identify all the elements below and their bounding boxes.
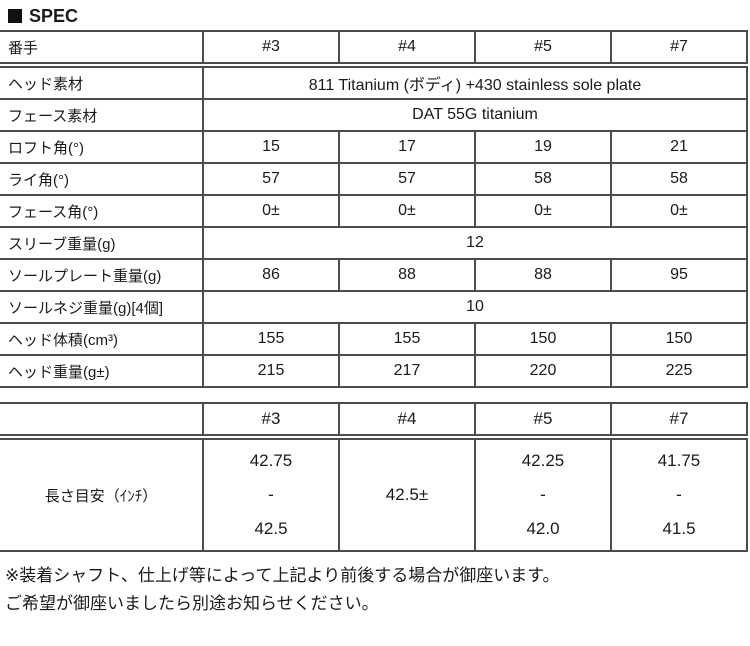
row-label-club-number: 番手 bbox=[0, 30, 204, 68]
value-cell: 150 bbox=[610, 322, 748, 356]
value-cell: 57 bbox=[338, 162, 476, 196]
value-cell: 21 bbox=[610, 130, 748, 164]
footer-notes: ※装着シャフト、仕上げ等によって上記より前後する場合が御座います。 ご希望が御座… bbox=[5, 562, 750, 618]
row-label: ロフト角(°) bbox=[0, 130, 204, 164]
spec-row-head-volume: ヘッド体積(cm³) 155 155 150 150 bbox=[0, 322, 748, 356]
value-cell: 155 bbox=[202, 322, 340, 356]
span-value-cell: 12 bbox=[202, 226, 748, 260]
length-value-cell: 42.75 - 42.5 bbox=[202, 436, 340, 552]
header-cell: #5 bbox=[474, 402, 612, 440]
value-cell: 58 bbox=[610, 162, 748, 196]
value-cell: 86 bbox=[202, 258, 340, 292]
length-line: - bbox=[540, 485, 546, 504]
row-label: ヘッド体積(cm³) bbox=[0, 322, 204, 356]
note-line: ※装着シャフト、仕上げ等によって上記より前後する場合が御座います。 bbox=[5, 566, 560, 585]
value-cell: 0± bbox=[338, 194, 476, 228]
row-label: ヘッド重量(g±) bbox=[0, 354, 204, 388]
row-label: フェース角(°) bbox=[0, 194, 204, 228]
header-cell: #4 bbox=[338, 402, 476, 440]
length-line: 42.25 bbox=[521, 451, 565, 470]
length-line: 42.0 bbox=[526, 519, 560, 538]
length-table: #3 #4 #5 #7 長さ目安（ｲﾝﾁ） 42.75 - 42.5 42.5± bbox=[0, 402, 748, 552]
header-cell: #7 bbox=[610, 402, 748, 440]
header-cell: #7 bbox=[610, 30, 748, 68]
spec-row-head-material: ヘッド素材 811 Titanium (ボディ) +430 stainless … bbox=[0, 64, 748, 100]
black-square-icon bbox=[8, 9, 22, 23]
length-line: 42.75 bbox=[249, 451, 293, 470]
length-line: 42.5± bbox=[385, 485, 429, 504]
spec-row-sole-screw-weight: ソールネジ重量(g)[4個] 10 bbox=[0, 290, 748, 324]
length-line: 41.75 bbox=[657, 451, 701, 470]
length-value-cell: 42.5± bbox=[338, 436, 476, 552]
note-line: ご希望が御座いましたら別途お知らせください。 bbox=[5, 594, 379, 613]
length-value-cell: 42.25 - 42.0 bbox=[474, 436, 612, 552]
spec-row-sleeve-weight: スリーブ重量(g) 12 bbox=[0, 226, 748, 260]
row-label-length: 長さ目安（ｲﾝﾁ） bbox=[0, 436, 204, 552]
empty-header-cell bbox=[0, 402, 204, 440]
spec-row-lie: ライ角(°) 57 57 58 58 bbox=[0, 162, 748, 196]
length-header-row: #3 #4 #5 #7 bbox=[0, 402, 748, 440]
value-cell: 88 bbox=[338, 258, 476, 292]
value-cell: 225 bbox=[610, 354, 748, 388]
row-label: ヘッド素材 bbox=[0, 64, 204, 100]
length-value-cell: 41.75 - 41.5 bbox=[610, 436, 748, 552]
length-line: - bbox=[676, 485, 682, 504]
section-title-label: SPEC bbox=[29, 5, 79, 26]
value-cell: 217 bbox=[338, 354, 476, 388]
span-value-cell: 811 Titanium (ボディ) +430 stainless sole p… bbox=[202, 64, 748, 100]
span-value-cell: DAT 55G titanium bbox=[202, 98, 748, 132]
row-label: ソールネジ重量(g)[4個] bbox=[0, 290, 204, 324]
row-label: フェース素材 bbox=[0, 98, 204, 132]
row-label: スリーブ重量(g) bbox=[0, 226, 204, 260]
value-cell: 0± bbox=[202, 194, 340, 228]
length-line: - bbox=[268, 485, 274, 504]
value-cell: 220 bbox=[474, 354, 612, 388]
length-data-row: 長さ目安（ｲﾝﾁ） 42.75 - 42.5 42.5± 42.25 - 42.… bbox=[0, 436, 748, 552]
spec-row-face-material: フェース素材 DAT 55G titanium bbox=[0, 98, 748, 132]
value-cell: 17 bbox=[338, 130, 476, 164]
value-cell: 88 bbox=[474, 258, 612, 292]
value-cell: 150 bbox=[474, 322, 612, 356]
spec-row-soleplate-weight: ソールプレート重量(g) 86 88 88 95 bbox=[0, 258, 748, 292]
value-cell: 95 bbox=[610, 258, 748, 292]
value-cell: 0± bbox=[610, 194, 748, 228]
value-cell: 58 bbox=[474, 162, 612, 196]
value-cell: 155 bbox=[338, 322, 476, 356]
length-line: 41.5 bbox=[662, 519, 696, 538]
header-cell: #4 bbox=[338, 30, 476, 68]
value-cell: 215 bbox=[202, 354, 340, 388]
spec-row-head-weight: ヘッド重量(g±) 215 217 220 225 bbox=[0, 354, 748, 388]
header-cell: #5 bbox=[474, 30, 612, 68]
spec-header-row: 番手 #3 #4 #5 #7 bbox=[0, 30, 748, 68]
length-line: 42.5 bbox=[254, 519, 288, 538]
value-cell: 15 bbox=[202, 130, 340, 164]
spec-table: 番手 #3 #4 #5 #7 ヘッド素材 811 Titanium (ボディ) … bbox=[0, 30, 748, 388]
row-label: ソールプレート重量(g) bbox=[0, 258, 204, 292]
spec-row-loft: ロフト角(°) 15 17 19 21 bbox=[0, 130, 748, 164]
header-cell: #3 bbox=[202, 402, 340, 440]
value-cell: 0± bbox=[474, 194, 612, 228]
spec-row-face-angle: フェース角(°) 0± 0± 0± 0± bbox=[0, 194, 748, 228]
span-value-cell: 10 bbox=[202, 290, 748, 324]
header-cell: #3 bbox=[202, 30, 340, 68]
section-title: SPEC bbox=[8, 5, 750, 27]
value-cell: 57 bbox=[202, 162, 340, 196]
row-label: ライ角(°) bbox=[0, 162, 204, 196]
value-cell: 19 bbox=[474, 130, 612, 164]
